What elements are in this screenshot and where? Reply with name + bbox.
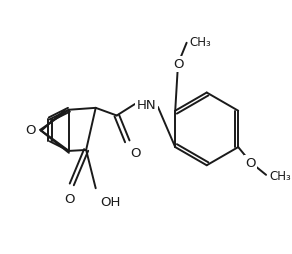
Text: O: O: [246, 156, 256, 169]
Text: O: O: [130, 147, 141, 160]
Text: O: O: [65, 192, 75, 205]
Text: O: O: [173, 58, 183, 71]
Text: O: O: [25, 124, 35, 137]
Text: CH₃: CH₃: [190, 36, 211, 49]
Text: HN: HN: [137, 99, 156, 112]
Text: OH: OH: [100, 195, 121, 208]
Text: CH₃: CH₃: [269, 170, 291, 183]
